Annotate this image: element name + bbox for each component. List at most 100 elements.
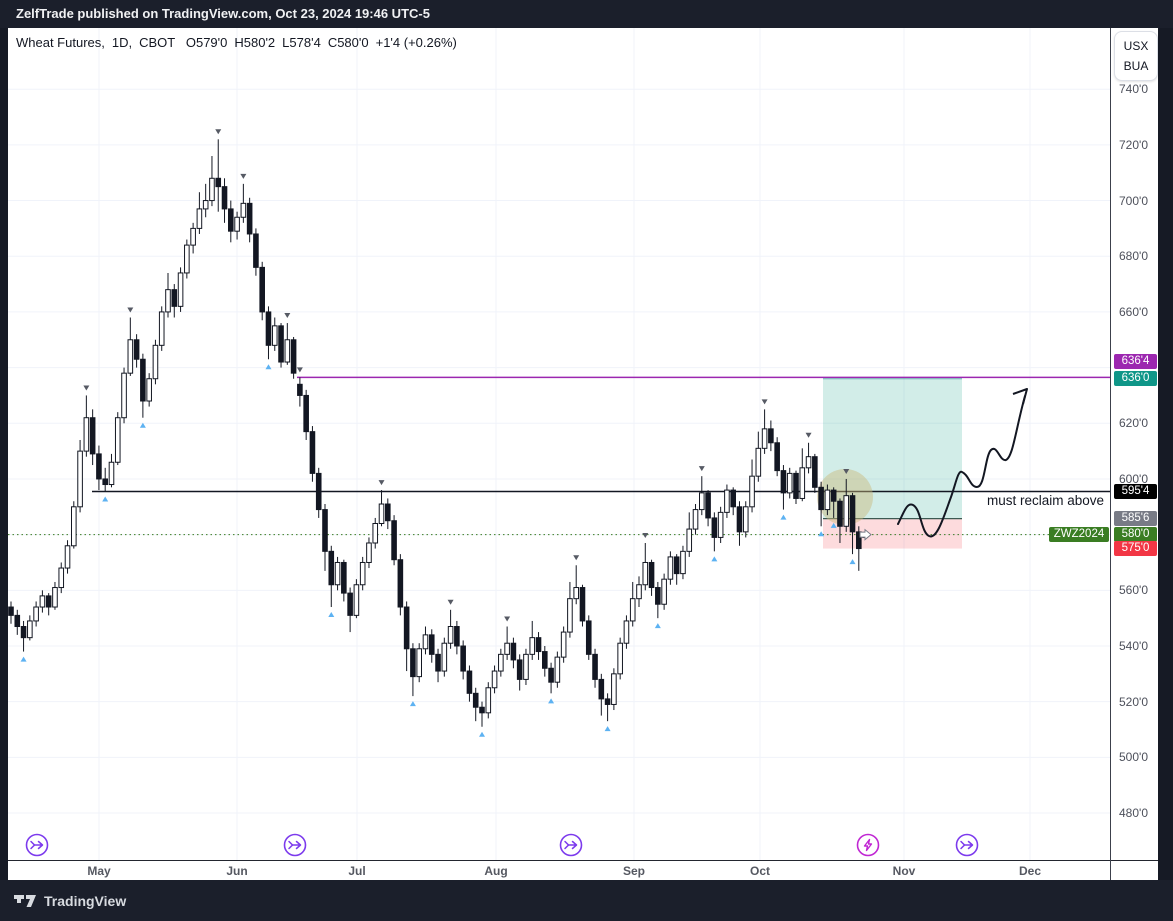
publish-arrows-icon[interactable]	[559, 833, 583, 857]
candle-up	[202, 200, 209, 210]
price-axis[interactable]: 740'0 720'0 700'0 680'0 660'0 620'0 600'0 560'0…	[1110, 28, 1158, 880]
candle-up	[529, 637, 536, 655]
price-tick-label: 720'0	[1119, 137, 1148, 152]
candle-down	[89, 417, 96, 455]
candle-up	[862, 534, 868, 538]
candle-down	[812, 456, 818, 488]
candle-down	[309, 431, 316, 474]
candle-down	[228, 208, 234, 232]
candle-down	[14, 614, 21, 628]
candle-up	[378, 503, 385, 525]
candle-up	[108, 461, 115, 486]
fractal-down-marker	[843, 468, 850, 474]
price-badge: 595'4	[1114, 483, 1157, 499]
candle-up	[623, 620, 630, 644]
price-tick-label: 480'0	[1119, 806, 1148, 821]
bua-button[interactable]: BUA	[1123, 59, 1149, 73]
candle-up	[554, 656, 561, 683]
highlight-circle[interactable]	[817, 469, 873, 526]
candle-up	[422, 634, 429, 650]
publish-arrows-icon[interactable]	[25, 833, 49, 857]
price-scale-mode-box: USX BUA	[1114, 31, 1158, 81]
chart-stage[interactable]: Wheat Futures, 1D, CBOT O579'0 H580'2 L578'4…	[8, 28, 1158, 880]
candle-down	[454, 626, 460, 647]
candle-up	[196, 208, 203, 229]
lightning-event-icon[interactable]	[856, 833, 880, 857]
publish-arrows-icon[interactable]	[955, 833, 979, 857]
candle-down	[102, 478, 109, 486]
candle-up	[165, 289, 171, 313]
time-axis[interactable]: May Jun Jul Aug Sep Oct Nov Dec	[8, 860, 1158, 880]
candle-up	[755, 447, 762, 477]
month-label: Dec	[1018, 864, 1041, 878]
fractal-up-marker	[20, 656, 27, 662]
candle-down	[604, 698, 611, 705]
candle-down	[303, 394, 309, 433]
candle-up	[523, 653, 529, 680]
symbol-legend: Wheat Futures, 1D, CBOT O579'0 H580'2 L578'4…	[16, 35, 464, 50]
candle-down	[215, 177, 222, 188]
candle-down	[259, 266, 265, 313]
reclaim-annotation[interactable]: must reclaim above	[987, 493, 1104, 508]
fractal-down-marker	[284, 313, 291, 319]
month-label: May	[87, 864, 111, 878]
candle-up	[121, 372, 127, 419]
candle-up	[724, 489, 730, 513]
candle-up	[146, 378, 152, 402]
candle-up	[611, 673, 617, 705]
candle-up	[58, 567, 65, 589]
candle-up	[699, 492, 705, 511]
month-label: Sep	[622, 864, 645, 878]
fractal-up-marker	[654, 623, 661, 629]
arrows-glyph-chevron	[564, 840, 570, 850]
candle-down	[818, 486, 824, 511]
candle-up	[717, 511, 724, 538]
publish-header: ZelfTrade published on TradingView.com, …	[0, 0, 1173, 28]
usx-button[interactable]: USX	[1123, 39, 1149, 53]
candle-up	[284, 339, 291, 363]
candle-down	[133, 339, 140, 360]
candle-down	[435, 653, 441, 672]
fractal-down-marker	[127, 307, 134, 313]
candle-down	[598, 678, 605, 700]
tradingview-logo[interactable]: TradingView	[14, 893, 126, 909]
fractal-down-marker	[805, 432, 812, 438]
candle-down	[648, 561, 655, 589]
candle-down	[768, 428, 774, 444]
candle-down	[290, 339, 297, 374]
candle-up	[642, 561, 649, 586]
fractal-up-marker	[409, 701, 416, 707]
candle-down	[140, 358, 146, 402]
candle-up	[799, 467, 806, 499]
publish-arrows-icon[interactable]	[283, 833, 307, 857]
candle-up	[786, 472, 793, 494]
candle-up	[824, 489, 831, 511]
fractal-down-marker	[296, 367, 303, 373]
candle-up	[567, 598, 573, 633]
candle-up	[504, 642, 510, 655]
candle-down	[315, 472, 322, 511]
candle-up	[805, 456, 812, 469]
candle-down	[774, 442, 780, 472]
candle-up	[636, 584, 642, 600]
projection-arrowhead	[1012, 388, 1028, 405]
projection-arrow-path[interactable]	[897, 395, 1026, 538]
month-label: Oct	[749, 864, 770, 878]
fractal-down-marker	[378, 480, 385, 486]
candle-up	[27, 620, 33, 639]
price-tick-label: 540'0	[1119, 639, 1148, 653]
candle-up	[416, 648, 422, 678]
candle-down	[655, 587, 661, 605]
fractal-up-marker	[548, 698, 555, 704]
candle-down	[837, 500, 843, 527]
candle-down	[278, 325, 284, 363]
fractal-up-marker	[102, 496, 109, 502]
fractal-down-marker	[504, 616, 511, 622]
candle-down	[711, 517, 718, 538]
bullish-target-zone[interactable]	[823, 378, 962, 519]
risk-zone[interactable]	[823, 518, 962, 549]
price-tick-label: 520'0	[1119, 694, 1148, 709]
fractal-down-marker	[698, 466, 705, 472]
candle-up	[366, 542, 372, 563]
candle-down	[673, 556, 680, 575]
